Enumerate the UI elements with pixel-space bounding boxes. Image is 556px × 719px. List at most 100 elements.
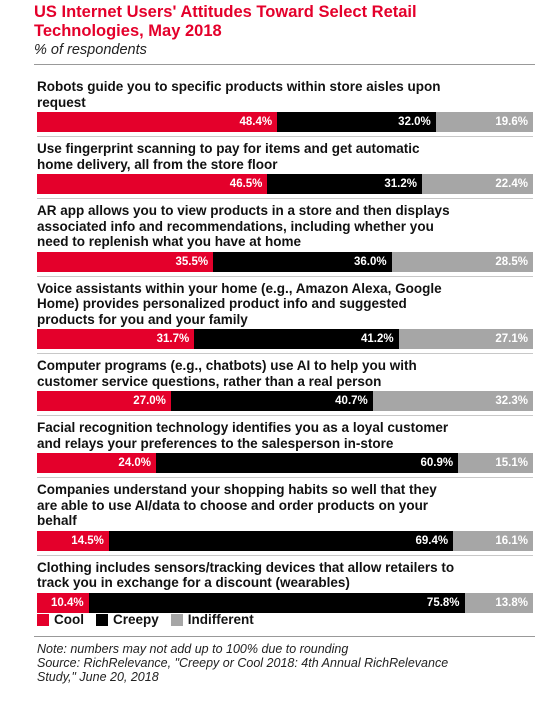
chart-title: US Internet Users' Attitudes Toward Sele… [34,3,534,41]
data-label-indifferent: 19.6% [495,116,528,128]
category-label-line: Clothing includes sensors/tracking devic… [37,559,455,575]
legend: Cool Creepy Indifferent [37,612,266,627]
bar-indifferent [435,112,533,132]
data-label-cool: 10.4% [50,596,84,609]
bar-indifferent [422,174,533,194]
category-label: Use fingerprint scanning to pay for item… [37,141,537,172]
legend-swatch-cool [37,613,49,626]
row-separator [37,415,533,416]
category-label-line: associated info and recommendations, inc… [37,218,434,234]
source-line-2: Study," June 20, 2018 [37,670,159,684]
bar-creepy [88,592,465,613]
data-label-indifferent: 28.5% [495,255,528,268]
bar-cool [37,530,109,551]
data-label-creepy: 69.4% [415,534,449,547]
bar-cool [37,453,157,473]
bar-cool [37,112,278,132]
data-label-creepy: 60.9% [420,457,454,469]
data-label-indifferent: 13.8% [495,596,528,609]
category-label: AR app allows you to view products in a … [37,203,537,250]
data-label-creepy: 75.8% [426,596,460,609]
bar-creepy [267,174,422,194]
bar-creepy [108,530,454,551]
category-label-line: Computer programs (e.g., chatbots) use A… [37,358,417,373]
bar-indifferent [458,453,533,473]
legend-item-cool: Cool [37,612,84,627]
data-label-creepy: 36.0% [354,255,387,268]
category-label: Voice assistants within your home (e.g.,… [37,281,537,328]
bar-creepy [277,112,436,132]
category-label-line: request [37,94,86,110]
legend-label-indifferent: Indifferent [187,612,254,627]
category-label-line: behalf [37,513,77,528]
chart-title-line-2: Technologies, May 2018 [34,22,222,40]
data-label-indifferent: 27.1% [495,333,528,345]
footnote: Note: numbers may not add up to 100% due… [37,642,349,656]
category-label-line: home delivery, all from the store floor [37,156,278,172]
data-label-creepy: 32.0% [398,116,431,128]
bar-creepy [213,251,392,272]
legend-item-creepy: Creepy [96,612,159,627]
data-label-cool: 48.4% [239,116,273,128]
data-label-cool: 35.5% [175,255,209,268]
bar-creepy [194,329,399,349]
bar-cool [37,174,268,194]
bar-indifferent [398,329,533,349]
category-label-line: Voice assistants within your home (e.g.,… [37,280,442,296]
source-line-1: Source: RichRelevance, "Creepy or Cool 2… [37,656,449,670]
category-label-line: are able to use AI/data to choose and or… [37,497,429,513]
bar-cool [37,329,195,349]
data-label-indifferent: 32.3% [495,395,528,407]
category-label: Facial recognition technology identifies… [37,420,537,451]
bar-cool [37,251,214,272]
data-label-indifferent: 15.1% [495,457,528,469]
category-label: Computer programs (e.g., chatbots) use A… [37,358,537,389]
chart-subtitle: % of respondents [34,42,147,58]
category-label-line: and relays your preferences to the sales… [37,435,394,451]
data-label-creepy: 41.2% [360,333,394,345]
bar-creepy [170,391,373,411]
bar-indifferent [391,251,533,272]
bar-indifferent [453,530,533,551]
category-label-line: track you in exchange for a discount (we… [37,575,350,590]
data-label-creepy: 31.2% [384,178,417,190]
data-label-cool: 24.0% [118,457,152,469]
top-divider [34,64,535,65]
category-label-line: need to replenish what you have at home [37,234,302,249]
data-label-indifferent: 22.4% [495,178,528,190]
bar-creepy [156,453,459,473]
bar-indifferent [372,391,533,411]
category-label-line: AR app allows you to view products in a … [37,203,450,218]
category-label-line: customer service questions, rather than … [37,373,382,389]
data-label-cool: 27.0% [133,395,166,407]
row-separator [37,198,533,199]
row-separator [37,353,533,354]
data-label-cool: 46.5% [229,178,263,190]
category-label-line: Facial recognition technology identifies… [37,420,449,435]
category-label-line: Companies understand your shopping habit… [37,482,437,497]
bar-indifferent [464,592,533,613]
row-separator [37,275,533,277]
legend-swatch-indifferent [170,613,183,626]
row-separator [37,477,533,478]
category-label-line: Robots guide you to specific products wi… [37,79,441,94]
category-label-line: Use fingerprint scanning to pay for item… [37,141,420,156]
bar-cool [37,592,89,613]
category-label-line: Home) provides personalized product info… [37,296,407,311]
row-separator [37,554,533,556]
chart-title-line-1: US Internet Users' Attitudes Toward Sele… [34,3,417,21]
data-label-cool: 31.7% [156,333,190,345]
legend-swatch-creepy [96,613,108,626]
legend-label-cool: Cool [54,612,84,627]
category-label: Clothing includes sensors/tracking devic… [37,560,537,591]
category-label: Companies understand your shopping habit… [37,482,537,529]
category-label: Robots guide you to specific products wi… [37,79,537,110]
data-label-cool: 14.5% [71,534,104,547]
legend-item-indifferent: Indifferent [170,612,254,627]
bottom-divider [34,636,535,637]
category-label-line: products for you and your family [37,311,248,327]
bar-cool [37,391,171,411]
legend-label-creepy: Creepy [113,612,159,627]
data-label-indifferent: 16.1% [495,534,528,547]
row-separator [37,136,533,137]
